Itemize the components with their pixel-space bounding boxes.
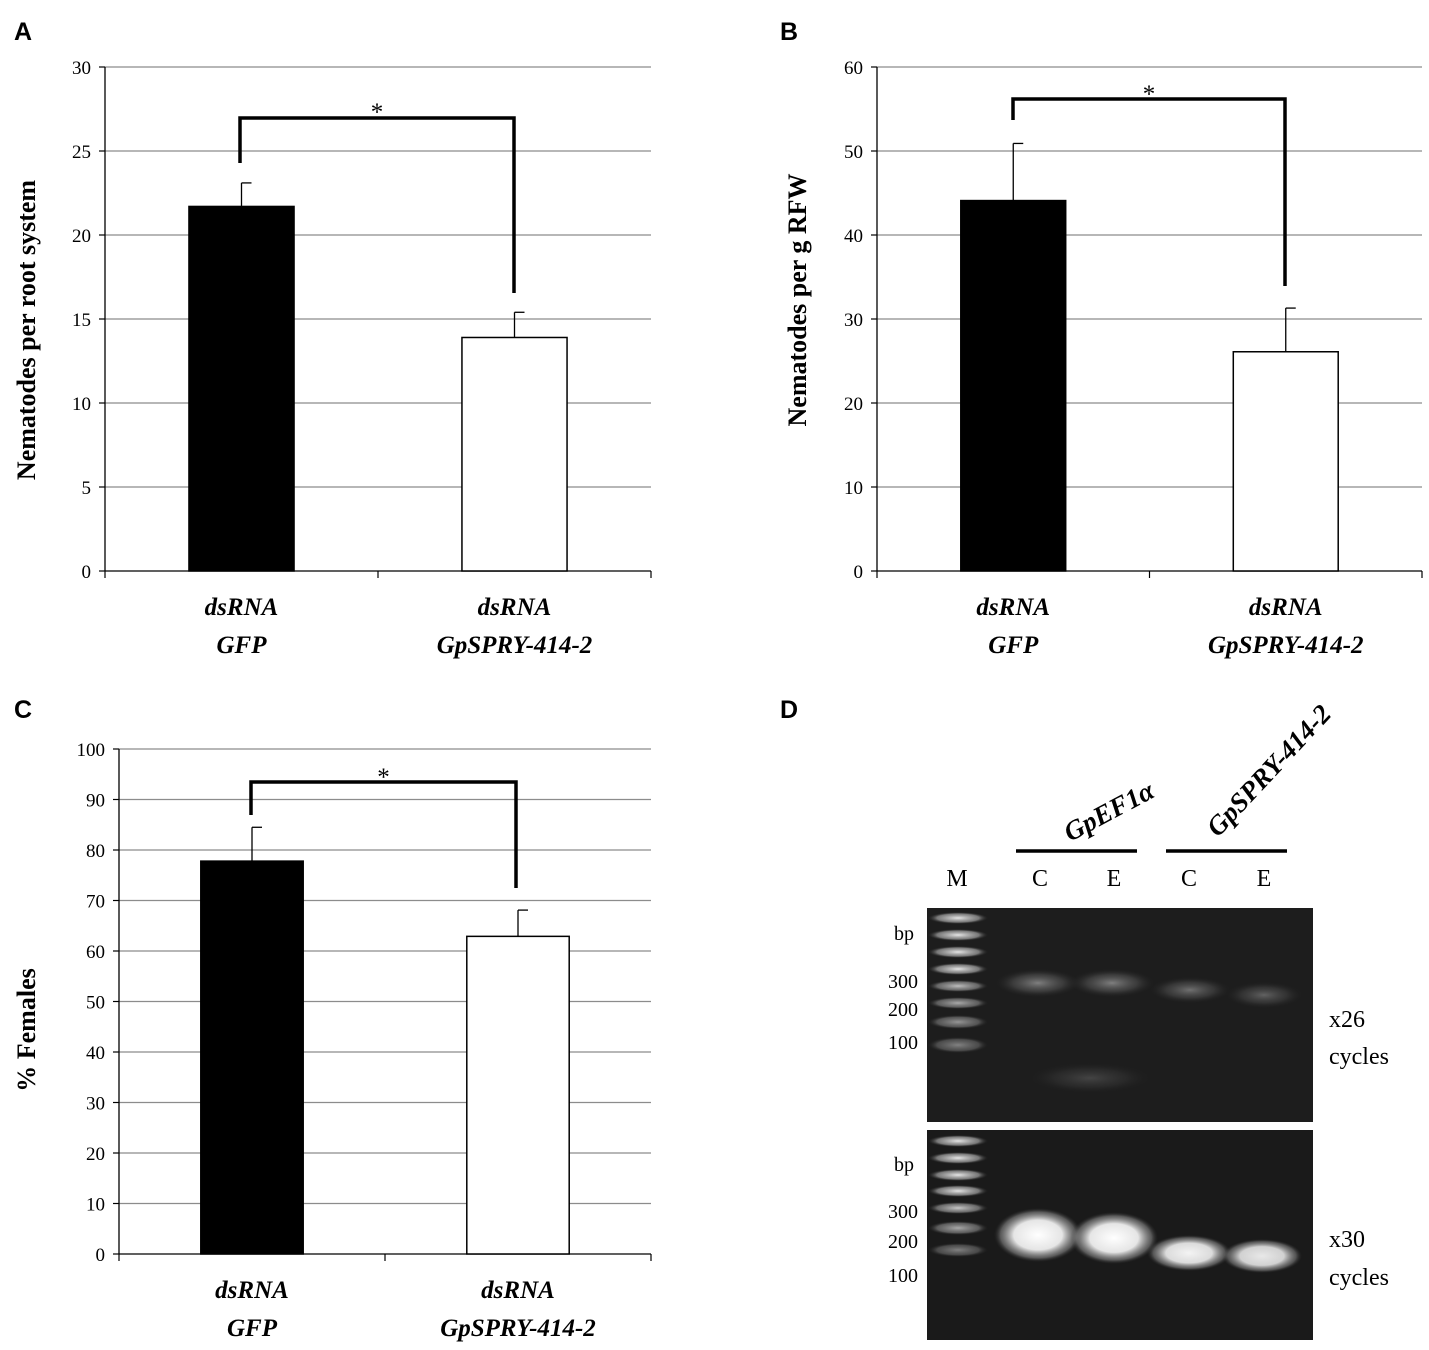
significance-star-c: * — [377, 764, 390, 791]
ytick-label-c-3: 30 — [86, 1094, 105, 1115]
category-label-a-0-1: GFP — [217, 632, 268, 659]
ytick-label-c-4: 40 — [86, 1043, 105, 1064]
significance-bracket-a — [238, 116, 516, 293]
panel-letter-a: A — [14, 18, 32, 46]
category-label-a-1-1: GpSPRY-414-2 — [437, 632, 593, 659]
panel-a-chart: A 0 5 10 15 20 25 30 dsRNA GFP dsRNA GpSPRY-414-2 *… — [12, 18, 652, 659]
ytick-label-a-5: 25 — [72, 142, 91, 163]
bar-c-0 — [200, 860, 304, 1255]
gel-30-cycles — [927, 1130, 1313, 1340]
ytick-label-c-8: 80 — [86, 841, 105, 862]
bar-a-1 — [461, 336, 568, 572]
band-ef1a-c-30 — [994, 1208, 1082, 1262]
category-label-b-0-1: GFP — [988, 632, 1039, 659]
ytick-label-b-0: 0 — [854, 562, 864, 583]
marker-300-1: 300 — [888, 971, 918, 993]
lane-label-c1: C — [1032, 866, 1048, 892]
gene-label-spry: GpSPRY-414-2 — [1200, 699, 1337, 842]
ytick-label-a-4: 20 — [72, 226, 91, 247]
category-label-a-1-0: dsRNA — [478, 594, 552, 621]
marker-200-1: 200 — [888, 999, 918, 1021]
band-spry-c-26 — [1150, 977, 1230, 1003]
ladder-1 — [928, 912, 988, 1053]
ytick-label-b-3: 30 — [844, 310, 863, 331]
marker-100-1: 100 — [888, 1032, 918, 1054]
ytick-label-b-5: 50 — [844, 142, 863, 163]
ytick-label-c-2: 20 — [86, 1144, 105, 1165]
band-ef1a-e-30 — [1070, 1212, 1158, 1264]
category-label-b-0-0: dsRNA — [976, 594, 1050, 621]
panel-letter-b: B — [780, 18, 798, 46]
panel-letter-c: C — [14, 696, 32, 724]
bp-label-2: bp — [894, 1154, 914, 1176]
ytick-label-c-9: 90 — [86, 791, 105, 812]
ytick-label-a-6: 30 — [72, 58, 91, 79]
category-label-a-0-0: dsRNA — [205, 594, 279, 621]
ytick-label-a-2: 10 — [72, 394, 91, 415]
category-label-b-1-1: GpSPRY-414-2 — [1208, 632, 1364, 659]
significance-bracket-b — [1011, 97, 1287, 286]
lane-label-c2: C — [1181, 866, 1197, 892]
ytick-label-c-7: 70 — [86, 892, 105, 913]
lane-label-e2: E — [1257, 866, 1272, 892]
ytick-label-b-4: 40 — [844, 226, 863, 247]
ladder-2 — [928, 1135, 988, 1257]
category-label-c-0-0: dsRNA — [215, 1277, 289, 1304]
ytick-label-a-0: 0 — [82, 562, 92, 583]
category-label-c-1-0: dsRNA — [481, 1277, 555, 1304]
panel-b-chart: B 0 10 20 30 40 50 60 dsRNA GFP dsRNA GpSPRY-414-2… — [780, 18, 1423, 659]
y-axis-label-a: Nematodes per root system — [12, 180, 41, 480]
ytick-label-c-0: 0 — [96, 1245, 106, 1266]
cycles-30-line1: x30 — [1329, 1227, 1365, 1253]
ytick-label-c-1: 10 — [86, 1195, 105, 1216]
bp-label-1: bp — [894, 923, 914, 945]
lane-label-m: M — [946, 866, 967, 892]
ytick-label-a-1: 5 — [82, 478, 92, 499]
ytick-label-b-1: 10 — [844, 478, 863, 499]
marker-100-2: 100 — [888, 1265, 918, 1287]
y-axis-label-b: Nematodes per g RFW — [783, 174, 812, 427]
band-ef1a-c-26 — [996, 969, 1080, 997]
band-spry-e-30 — [1222, 1239, 1302, 1273]
band-ef1a-e-26 — [1070, 969, 1154, 997]
ytick-label-b-6: 60 — [844, 58, 863, 79]
cycles-26-line1: x26 — [1329, 1007, 1365, 1033]
gel-26-cycles — [927, 908, 1313, 1122]
panel-c-chart: C 0 10 20 30 40 50 60 70 80 90 100 dsRNA GFP dsRNA GpS… — [12, 696, 652, 1342]
category-label-b-1-0: dsRNA — [1249, 594, 1323, 621]
significance-star-a: * — [371, 99, 384, 126]
gene-label-ef1a: GpEF1α — [1059, 775, 1160, 848]
y-axis-label-c: % Females — [12, 968, 41, 1091]
ytick-label-c-10: 100 — [77, 740, 106, 761]
panel-letter-d: D — [780, 696, 798, 724]
ytick-label-a-3: 15 — [72, 310, 91, 331]
category-label-c-1-1: GpSPRY-414-2 — [440, 1315, 596, 1342]
band-spry-c-30 — [1147, 1235, 1231, 1271]
significance-bracket-c — [249, 780, 518, 888]
bar-b-0 — [960, 199, 1067, 572]
marker-300-2: 300 — [888, 1201, 918, 1223]
ytick-label-c-5: 50 — [86, 993, 105, 1014]
category-label-c-0-1: GFP — [227, 1315, 278, 1342]
ytick-label-c-6: 60 — [86, 942, 105, 963]
bar-a-0 — [188, 205, 295, 572]
significance-star-b: * — [1143, 81, 1156, 108]
bar-c-1 — [466, 935, 570, 1255]
lane-label-e1: E — [1107, 866, 1122, 892]
band-spry-e-26 — [1226, 982, 1302, 1008]
marker-200-2: 200 — [888, 1231, 918, 1253]
cycles-26-line2: cycles — [1329, 1044, 1389, 1070]
ytick-label-b-2: 20 — [844, 394, 863, 415]
panel-d-gel: D GpEF1α GpSPRY-414-2 M C E C E — [780, 696, 1389, 1340]
cycles-30-line2: cycles — [1329, 1265, 1389, 1291]
bar-b-1 — [1232, 351, 1339, 572]
